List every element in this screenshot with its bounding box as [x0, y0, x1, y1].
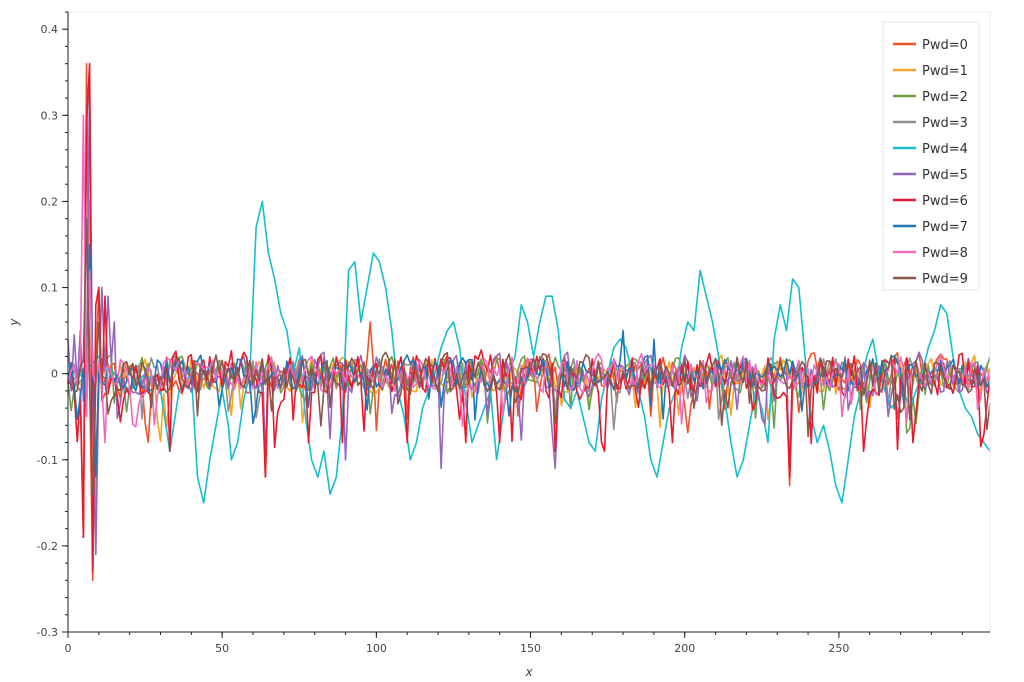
- y-tick-label: 0.1: [41, 282, 59, 295]
- legend-label: Pwd=7: [922, 220, 968, 235]
- x-tick-label: 150: [520, 642, 541, 655]
- series-line-pwd-9: [67, 217, 991, 495]
- y-tick-label: -0.2: [37, 540, 58, 553]
- x-tick-label: 250: [828, 642, 849, 655]
- plot-frame: [67, 11, 991, 633]
- series-line-pwd-0: [67, 62, 991, 582]
- y-tick-label: -0.1: [37, 454, 58, 467]
- legend-label: Pwd=5: [922, 168, 968, 183]
- legend-box: [882, 21, 980, 291]
- x-tick-label: 0: [65, 642, 72, 655]
- legend-label: Pwd=0: [922, 38, 968, 53]
- series-line-pwd-7: [67, 243, 991, 478]
- legend-label: Pwd=6: [922, 194, 968, 209]
- legend-label: Pwd=1: [922, 64, 968, 79]
- series-line-pwd-2: [67, 243, 991, 478]
- x-axis-label: x: [524, 665, 533, 679]
- axes: -0.3 -0.2 -0.1 0 0.1 0.2 0.3 0.4 0 50 100 150 200 250…: [7, 11, 991, 679]
- y-axis-label: y: [7, 318, 21, 327]
- legend-label: Pwd=8: [922, 246, 968, 261]
- y-tick-label: 0.3: [41, 109, 59, 122]
- x-tick-label: 100: [366, 642, 387, 655]
- x-tick-label: 50: [215, 642, 229, 655]
- y-tick-label: -0.3: [37, 626, 58, 639]
- series-line-pwd-4: [67, 200, 991, 504]
- y-tick-label: 0.4: [41, 23, 59, 36]
- series-line-pwd-6: [67, 62, 991, 573]
- legend-label: Pwd=4: [922, 142, 968, 157]
- legend-label: Pwd=9: [922, 272, 968, 287]
- legend-label: Pwd=2: [922, 90, 968, 105]
- legend-label: Pwd=3: [922, 116, 968, 131]
- plot-area: [67, 62, 991, 582]
- y-tick-label: 0: [51, 368, 58, 381]
- series-line-pwd-8: [67, 114, 991, 444]
- legend: Pwd=0 Pwd=1 Pwd=2 Pwd=3 Pwd=4 Pwd=5 Pwd=6 Pwd=7…: [882, 21, 980, 291]
- y-tick-label: 0.2: [41, 195, 59, 208]
- series-line-pwd-1: [67, 200, 991, 504]
- x-tick-label: 200: [674, 642, 695, 655]
